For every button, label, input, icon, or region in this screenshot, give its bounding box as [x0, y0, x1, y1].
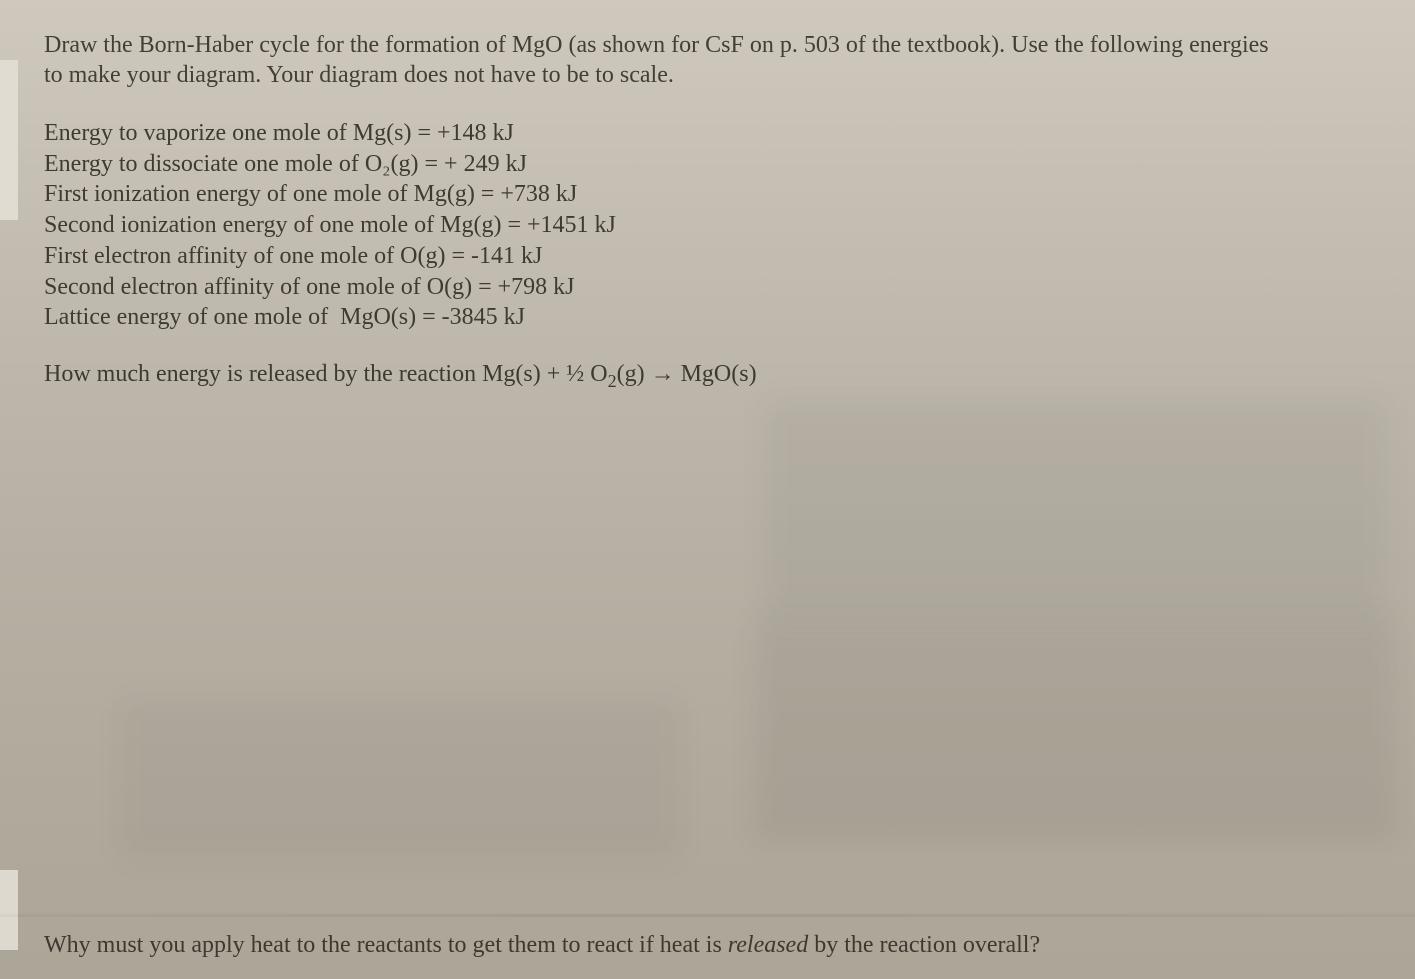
q1-subscript: 2 [608, 371, 617, 391]
intro-line-2: to make your diagram. Your diagram does … [44, 62, 674, 88]
scan-shadow [755, 620, 1395, 840]
energy-dissociate-o2: Energy to dissociate one mole of O₂(g) =… [44, 149, 1371, 180]
energy-vaporize-mg: Energy to vaporize one mole of Mg(s) = +… [44, 118, 1371, 149]
q2-released-italic: released [728, 932, 808, 958]
page-seam [0, 914, 1415, 917]
energy-first-ionization-mg: First ionization energy of one mole of M… [44, 179, 1371, 210]
question-energy-released: How much energy is released by the react… [44, 361, 1371, 388]
worksheet-page: Draw the Born-Haber cycle for the format… [0, 0, 1415, 979]
q2-part-a: Why must you apply heat to the reactants… [44, 932, 728, 958]
page-edge-artifact [0, 870, 18, 950]
page-edge-artifact [0, 60, 18, 220]
intro-paragraph: Draw the Born-Haber cycle for the format… [44, 30, 1371, 90]
intro-line-1: Draw the Born-Haber cycle for the format… [44, 32, 1269, 58]
scan-shadow [120, 700, 680, 860]
energy-first-electron-affinity-o: First electron affinity of one mole of O… [44, 241, 1371, 272]
energy-second-electron-affinity-o: Second electron affinity of one mole of … [44, 272, 1371, 303]
question-why-heat: Why must you apply heat to the reactants… [44, 932, 1040, 959]
q1-prefix: How much energy is released by the react… [44, 361, 608, 387]
scan-shadow [765, 400, 1385, 620]
q2-part-b: by the reaction overall? [808, 932, 1040, 958]
energy-values-block: Energy to vaporize one mole of Mg(s) = +… [44, 118, 1371, 333]
energy-second-ionization-mg: Second ionization energy of one mole of … [44, 210, 1371, 241]
energy-lattice-mgo: Lattice energy of one mole of MgO(s) = -… [44, 302, 1371, 333]
q1-suffix: (g) → MgO(s) [617, 361, 757, 387]
